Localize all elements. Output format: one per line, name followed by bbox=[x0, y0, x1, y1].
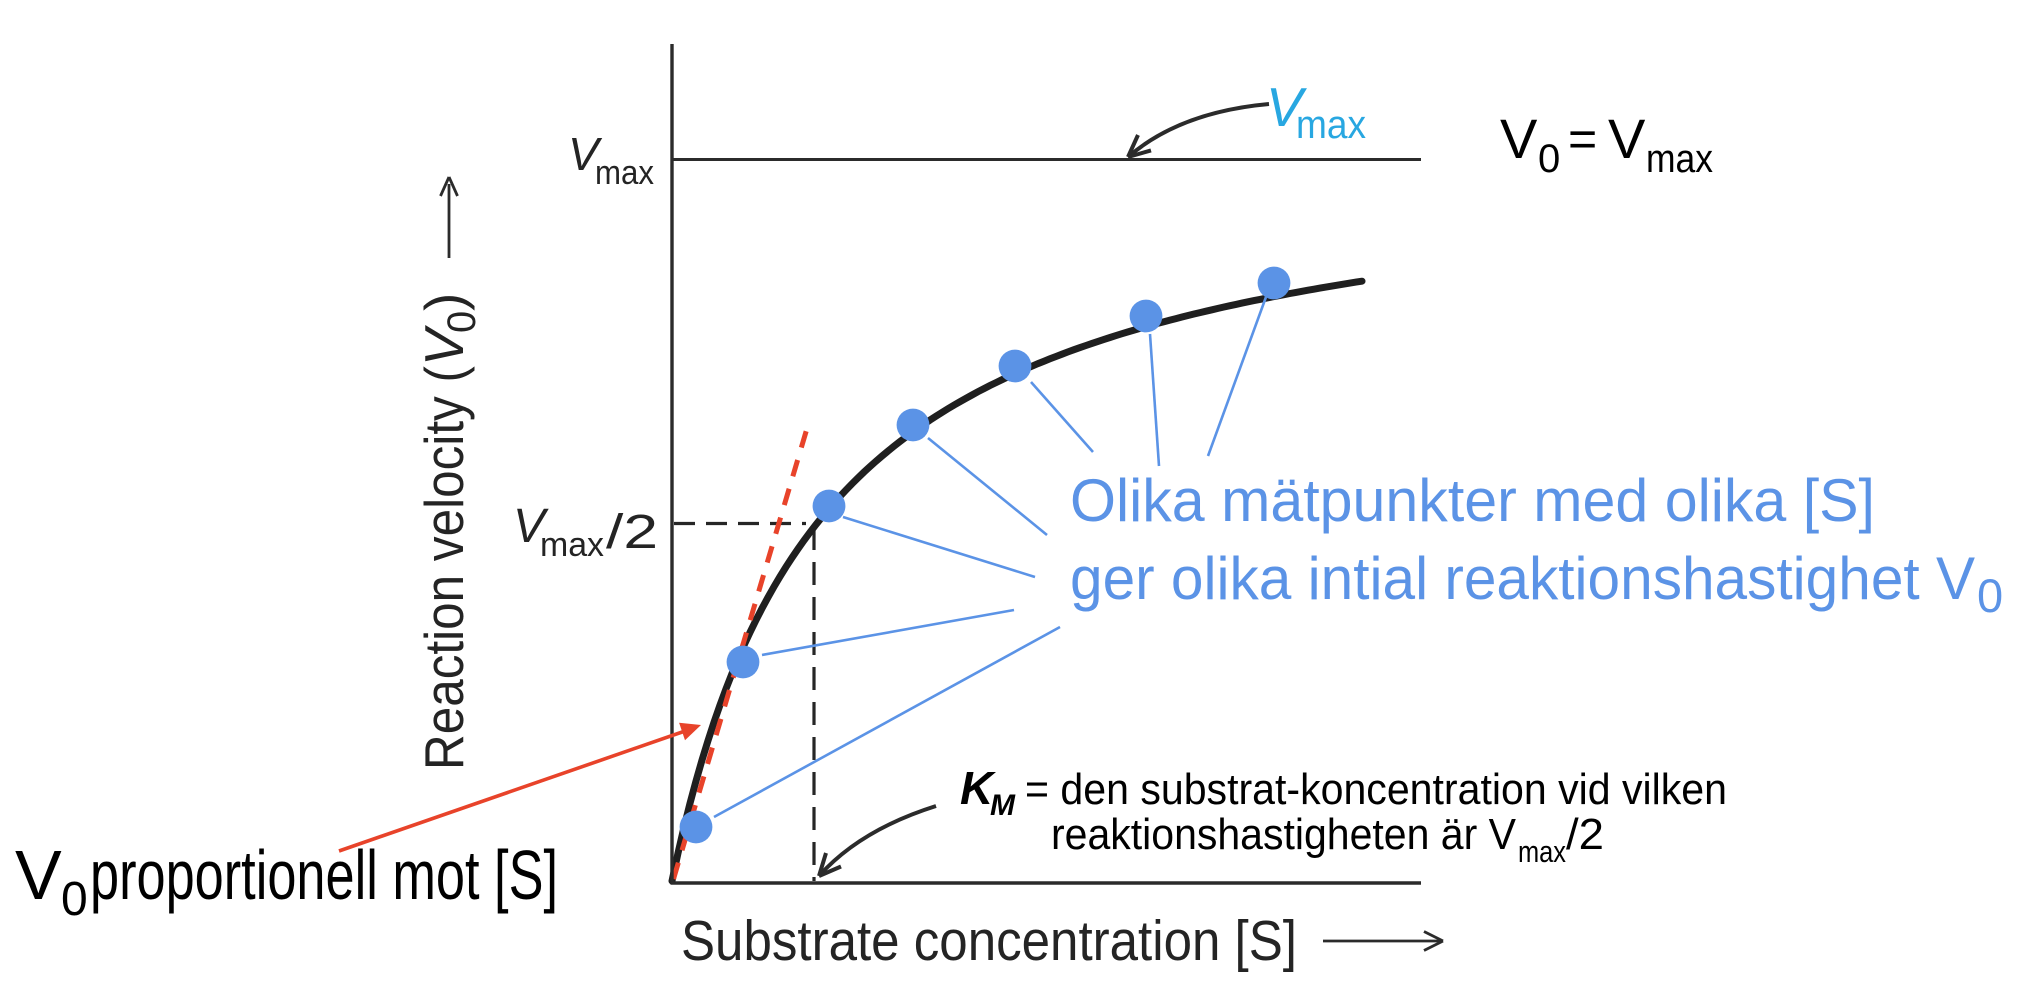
svg-text:Substrate concentration [S]: Substrate concentration [S] bbox=[681, 909, 1297, 973]
svg-text:0: 0 bbox=[1977, 569, 2003, 622]
svg-text:/2: /2 bbox=[606, 506, 658, 559]
svg-text:0: 0 bbox=[440, 311, 484, 333]
svg-text:= den substrat-koncentration v: = den substrat-koncentration vid vilken bbox=[1025, 765, 1727, 814]
svg-text:max: max bbox=[540, 526, 604, 564]
svg-text:ger olika intial reaktionshast: ger olika intial reaktionshastighet V bbox=[1070, 545, 1975, 612]
svg-text:/2: /2 bbox=[1566, 810, 1604, 859]
svg-text:V: V bbox=[1266, 76, 1307, 138]
svg-text:K: K bbox=[960, 762, 996, 814]
svg-text:M: M bbox=[990, 789, 1016, 822]
svg-text:0: 0 bbox=[61, 873, 88, 926]
svg-text:Reaction velocity (: Reaction velocity ( bbox=[413, 366, 475, 770]
svg-text:proportionell mot [S]: proportionell mot [S] bbox=[90, 836, 558, 914]
svg-text:max: max bbox=[1518, 834, 1566, 869]
svg-text:reaktionshastigheten är V: reaktionshastigheten är V bbox=[1051, 810, 1517, 859]
svg-text:): ) bbox=[413, 293, 475, 311]
svg-text:V: V bbox=[1500, 107, 1538, 170]
svg-text:=: = bbox=[1568, 111, 1597, 167]
svg-text:max: max bbox=[1646, 137, 1713, 181]
svg-text:V: V bbox=[568, 128, 603, 180]
svg-text:V: V bbox=[15, 836, 62, 914]
svg-text:V: V bbox=[513, 500, 549, 553]
svg-text:Olika mätpunkter med olika [S]: Olika mätpunkter med olika [S] bbox=[1070, 467, 1875, 534]
svg-text:max: max bbox=[1296, 103, 1366, 147]
svg-text:V: V bbox=[1608, 107, 1646, 170]
svg-text:V: V bbox=[413, 325, 475, 366]
svg-text:max: max bbox=[595, 154, 654, 192]
svg-text:0: 0 bbox=[1538, 137, 1560, 181]
